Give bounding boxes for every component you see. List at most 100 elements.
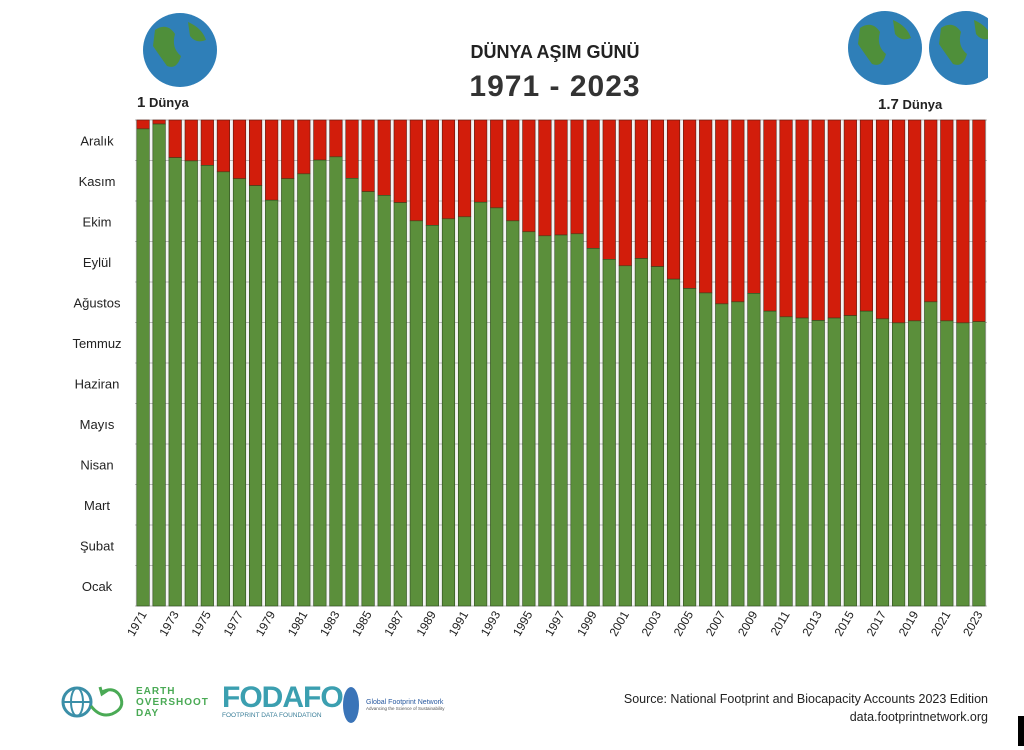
x-tick-label: 2021 xyxy=(928,608,954,638)
x-tick-label: 1999 xyxy=(574,608,600,638)
bar-1971 xyxy=(136,128,150,607)
bar-2013 xyxy=(811,320,825,607)
bar-overshoot-2002 xyxy=(634,119,648,259)
bar-overshoot-2012 xyxy=(795,119,809,319)
bar-1985 xyxy=(361,191,375,607)
bar-overshoot-1994 xyxy=(506,119,520,222)
bar-overshoot-1993 xyxy=(490,119,504,209)
x-tick-label: 2005 xyxy=(671,608,697,638)
bar-1976 xyxy=(216,171,230,607)
bar-overshoot-2016 xyxy=(859,119,874,312)
bar-2016 xyxy=(859,310,874,607)
y-tick-label: Şubat xyxy=(80,538,114,553)
y-tick-label: Aralık xyxy=(80,133,114,148)
bar-2015 xyxy=(843,315,857,607)
bar-overshoot-1990 xyxy=(441,119,456,220)
bar-1972 xyxy=(152,123,166,607)
bar-overshoot-1973 xyxy=(168,119,182,158)
y-tick-label: Temmuz xyxy=(72,336,121,351)
bar-2017 xyxy=(875,318,890,607)
bar-overshoot-1998 xyxy=(570,119,584,235)
bar-1979 xyxy=(265,199,279,607)
y-tick-label: Kasım xyxy=(79,174,116,189)
bar-2007 xyxy=(715,303,729,607)
bar-1982 xyxy=(313,159,327,607)
x-tick-label: 1975 xyxy=(188,608,214,638)
bar-2022 xyxy=(956,322,970,607)
bar-overshoot-2004 xyxy=(666,119,681,280)
bar-overshoot-2009 xyxy=(747,119,761,294)
x-tick-label: 2011 xyxy=(768,608,793,638)
bar-1973 xyxy=(168,157,182,607)
x-tick-label: 2015 xyxy=(831,608,857,638)
bar-1996 xyxy=(538,235,552,607)
bar-overshoot-1978 xyxy=(248,119,263,186)
x-tick-label: 2007 xyxy=(703,608,729,638)
bar-overshoot-1981 xyxy=(297,119,311,175)
bar-overshoot-2018 xyxy=(892,119,906,324)
bar-1977 xyxy=(232,178,247,607)
bar-overshoot-2005 xyxy=(683,119,697,289)
y-tick-label: Ağustos xyxy=(74,295,121,310)
bar-2008 xyxy=(731,301,745,607)
continent-shape xyxy=(858,20,911,65)
globe-loop-icon xyxy=(61,686,124,718)
bar-overshoot-1971 xyxy=(136,119,150,130)
x-tick-label: 1993 xyxy=(478,608,504,638)
continent-shape xyxy=(939,20,992,65)
x-tick-label: 1997 xyxy=(542,608,568,638)
bar-overshoot-1975 xyxy=(200,119,214,166)
globe-clip-mask xyxy=(988,0,1024,110)
bar-overshoot-1984 xyxy=(345,119,359,179)
x-tick-label: 1985 xyxy=(349,608,375,638)
bar-1994 xyxy=(506,220,520,607)
continent-shape xyxy=(153,22,206,67)
x-tick-label: 1987 xyxy=(381,608,407,638)
bar-1999 xyxy=(586,248,600,607)
bar-1980 xyxy=(281,178,295,607)
bar-overshoot-1995 xyxy=(522,119,536,233)
bar-2006 xyxy=(699,292,713,607)
bar-overshoot-2023 xyxy=(972,119,986,322)
bar-1978 xyxy=(248,185,263,607)
x-tick-label: 1991 xyxy=(446,608,472,638)
bar-overshoot-1983 xyxy=(329,119,343,158)
bar-overshoot-2021 xyxy=(940,119,954,322)
bar-overshoot-2008 xyxy=(731,119,745,303)
bar-2012 xyxy=(795,317,809,607)
y-tick-label: Ocak xyxy=(82,579,113,594)
x-tick-label: 1995 xyxy=(510,608,536,638)
x-tick-label: 1971 xyxy=(124,608,150,638)
bar-overshoot-1997 xyxy=(554,119,568,236)
y-tick-label: Mayıs xyxy=(80,417,115,432)
bar-2009 xyxy=(747,293,761,607)
x-tick-label: 1983 xyxy=(317,608,343,638)
chart-subtitle: 1971 - 2023 xyxy=(469,70,641,103)
bar-overshoot-2017 xyxy=(875,119,890,320)
x-tick-label: 2023 xyxy=(960,608,986,638)
earth-overshoot-day-logo: EARTH OVERSHOOT DAY xyxy=(60,684,209,720)
bar-2011 xyxy=(779,316,793,607)
bar-overshoot-2015 xyxy=(843,119,857,316)
bar-overshoot-2001 xyxy=(618,119,632,267)
bar-2020 xyxy=(924,301,938,607)
bar-2004 xyxy=(666,278,681,607)
bar-1993 xyxy=(490,207,504,607)
x-tick-label: 2019 xyxy=(896,608,922,638)
bar-2019 xyxy=(908,320,922,607)
bar-1992 xyxy=(474,201,488,607)
x-tick-label: 1977 xyxy=(221,608,247,638)
bar-overshoot-2014 xyxy=(827,119,841,319)
bar-2003 xyxy=(650,266,665,607)
y-tick-label: Eylül xyxy=(83,255,111,270)
bar-overshoot-1976 xyxy=(216,119,230,173)
bar-2005 xyxy=(683,288,697,607)
y-tick-label: Haziran xyxy=(75,376,120,391)
bar-overshoot-1979 xyxy=(265,119,279,201)
bar-overshoot-1985 xyxy=(361,119,375,192)
source-url: data.footprintnetwork.org xyxy=(849,710,988,724)
bar-2001 xyxy=(618,265,632,607)
bar-1997 xyxy=(554,234,568,607)
bar-overshoot-1996 xyxy=(538,119,552,237)
